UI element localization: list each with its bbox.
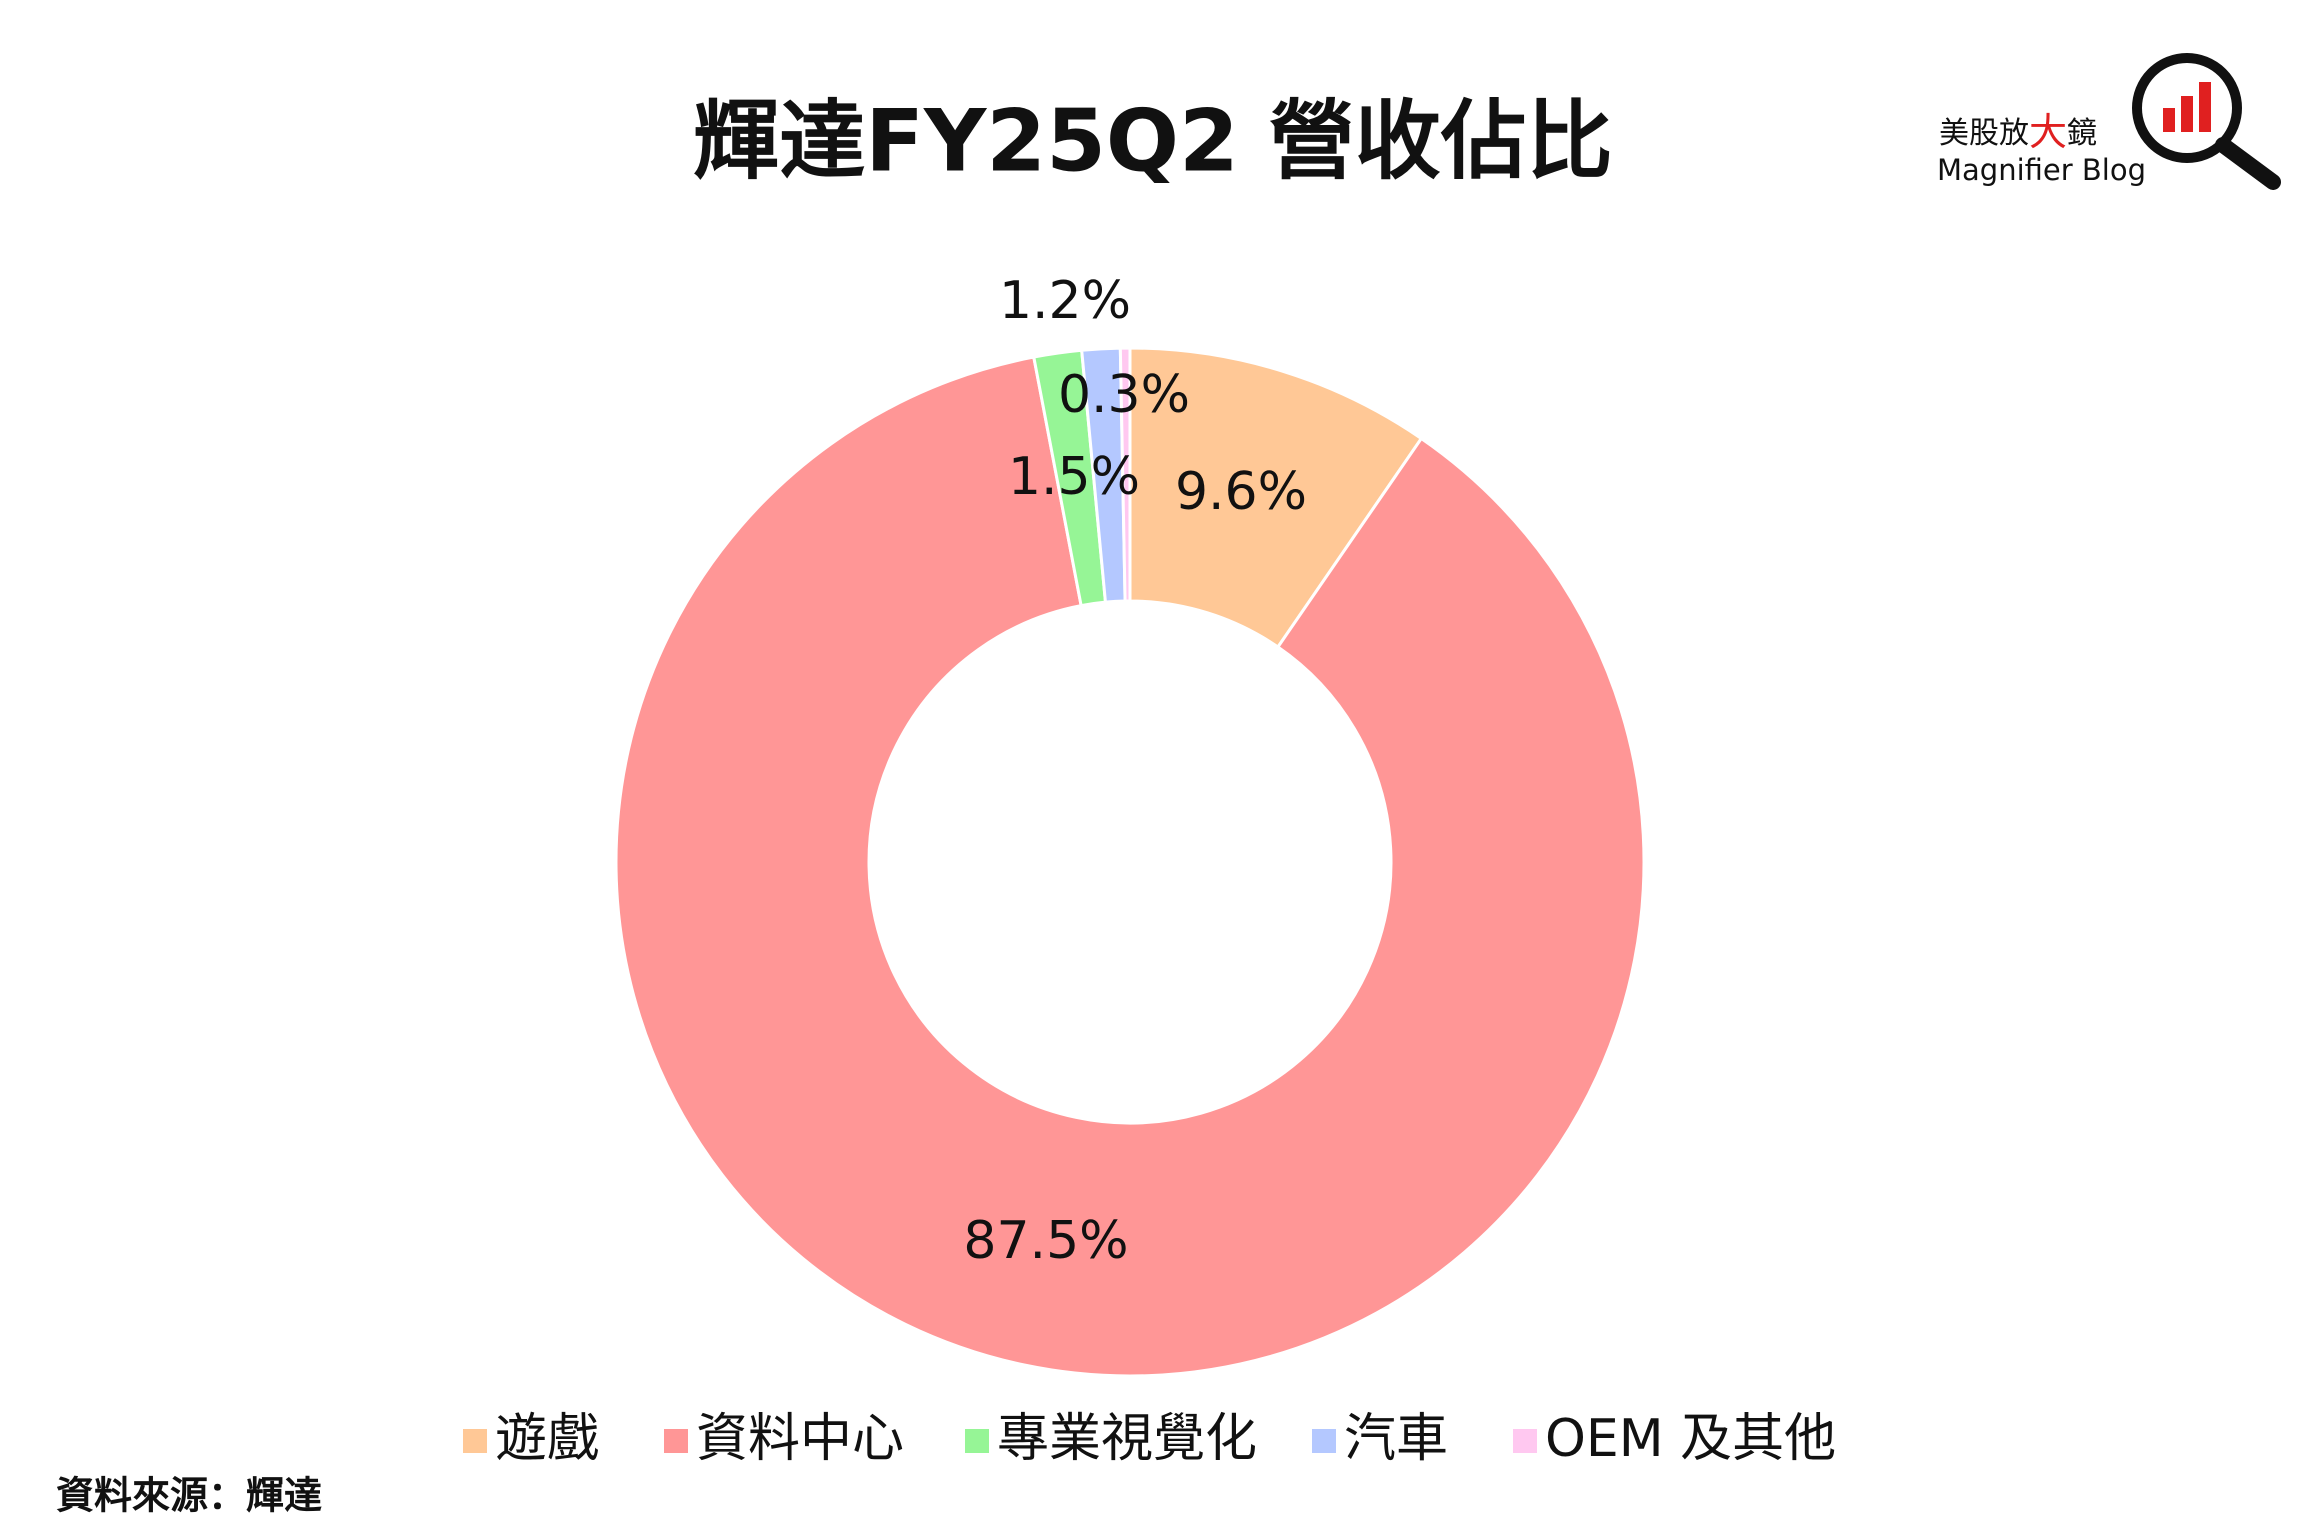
data-label: 1.2% (999, 271, 1131, 331)
slice (614, 355, 1646, 1378)
logo-name-part: 鏡 (2067, 116, 2097, 151)
legend-swatch (664, 1429, 688, 1453)
logo-bar (2163, 108, 2175, 132)
legend-swatch (1513, 1429, 1537, 1453)
logo-lens (2132, 53, 2242, 163)
legend-label: 專業視覺化 (997, 1409, 1257, 1469)
chart-title: 輝達FY25Q2 營收佔比 (693, 91, 1613, 191)
legend-swatch (463, 1429, 487, 1453)
logo-handle (2215, 137, 2281, 190)
slice (1118, 346, 1132, 603)
data-label: 87.5% (963, 1211, 1128, 1271)
data-label: 1.5% (1008, 447, 1140, 507)
logo-bar (2181, 96, 2193, 132)
legend-label: OEM 及其他 (1545, 1409, 1836, 1469)
logo: 美股放大鏡 Magnifier Blog (1937, 53, 2281, 190)
data-label: 9.6% (1175, 462, 1307, 522)
logo-name-part: 大 (2029, 110, 2067, 154)
data-label: 0.3% (1058, 365, 1190, 425)
logo-name: 美股放大鏡 (1939, 110, 2097, 154)
logo-subtitle: Magnifier Blog (1937, 153, 2146, 187)
slice (1128, 346, 1424, 650)
logo-bar (2199, 82, 2211, 132)
source-note: 資料來源：輝達 (56, 1474, 322, 1518)
legend-swatch (965, 1429, 989, 1453)
legend-label: 資料中心 (696, 1409, 904, 1469)
legend-label: 遊戲 (495, 1409, 599, 1469)
logo-name-part: 美股放 (1939, 116, 2029, 151)
legend-label: 汽車 (1344, 1409, 1448, 1469)
legend-swatch (1312, 1429, 1336, 1453)
